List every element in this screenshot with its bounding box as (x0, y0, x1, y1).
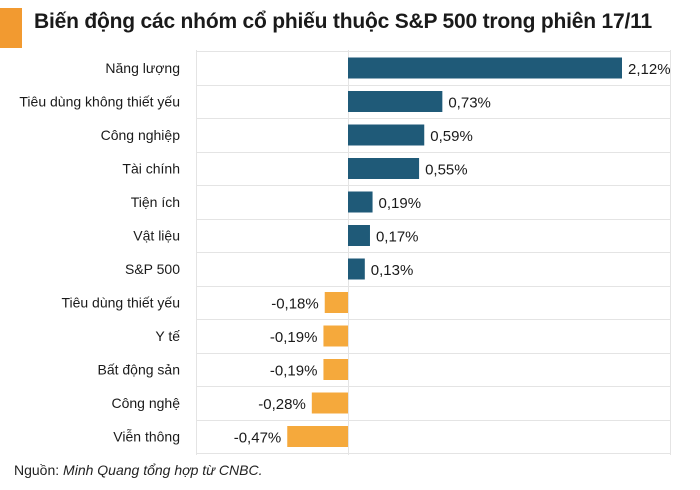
source-prefix: Nguồn: (14, 462, 64, 478)
data-label: 0,55% (425, 162, 468, 179)
bar (348, 124, 425, 146)
bar (348, 225, 370, 246)
chart-title: Biến động các nhóm cổ phiếu thuộc S&P 50… (34, 10, 652, 33)
category-label: Công nghệ (111, 395, 180, 411)
category-label: Y tế (155, 328, 180, 344)
bar (323, 359, 348, 380)
bar-chart: Năng lượng 2,12% Tiêu dùng không thiết yếu… (19, 50, 671, 455)
bar (348, 258, 365, 280)
category-label: Tiêu dùng thiết yếu (61, 295, 180, 311)
bar (348, 57, 622, 79)
bar (287, 426, 348, 447)
data-label: -0,28% (258, 396, 306, 413)
category-label: Tài chính (122, 161, 180, 177)
bar (348, 91, 443, 112)
data-label: 2,12% (628, 61, 671, 78)
bar (324, 292, 348, 313)
data-label: 0,17% (376, 229, 419, 246)
category-label: S&P 500 (125, 261, 180, 277)
data-label: 0,73% (448, 95, 491, 112)
data-label: -0,47% (234, 430, 282, 447)
data-label: -0,19% (270, 363, 318, 380)
data-label: 0,59% (430, 128, 473, 145)
source-text: Minh Quang tổng hợp từ CNBC. (63, 462, 263, 478)
category-label: Tiêu dùng không thiết yếu (19, 94, 180, 110)
category-label: Công nghiệp (101, 127, 181, 143)
category-label: Bất động sản (97, 362, 180, 378)
bar (323, 325, 348, 347)
bar (348, 191, 373, 213)
category-label: Vật liệu (133, 228, 180, 244)
bar (311, 392, 348, 414)
category-label: Viễn thông (113, 429, 180, 445)
source-note: Nguồn: Minh Quang tổng hợp từ CNBC. (14, 462, 262, 478)
data-label: 0,19% (379, 195, 422, 212)
data-label: -0,18% (271, 296, 319, 313)
category-label: Năng lượng (105, 60, 180, 76)
category-label: Tiện ích (131, 194, 180, 210)
data-label: -0,19% (270, 329, 318, 346)
title-accent-bar (0, 8, 22, 48)
bar (348, 158, 420, 179)
data-label: 0,13% (371, 262, 414, 279)
